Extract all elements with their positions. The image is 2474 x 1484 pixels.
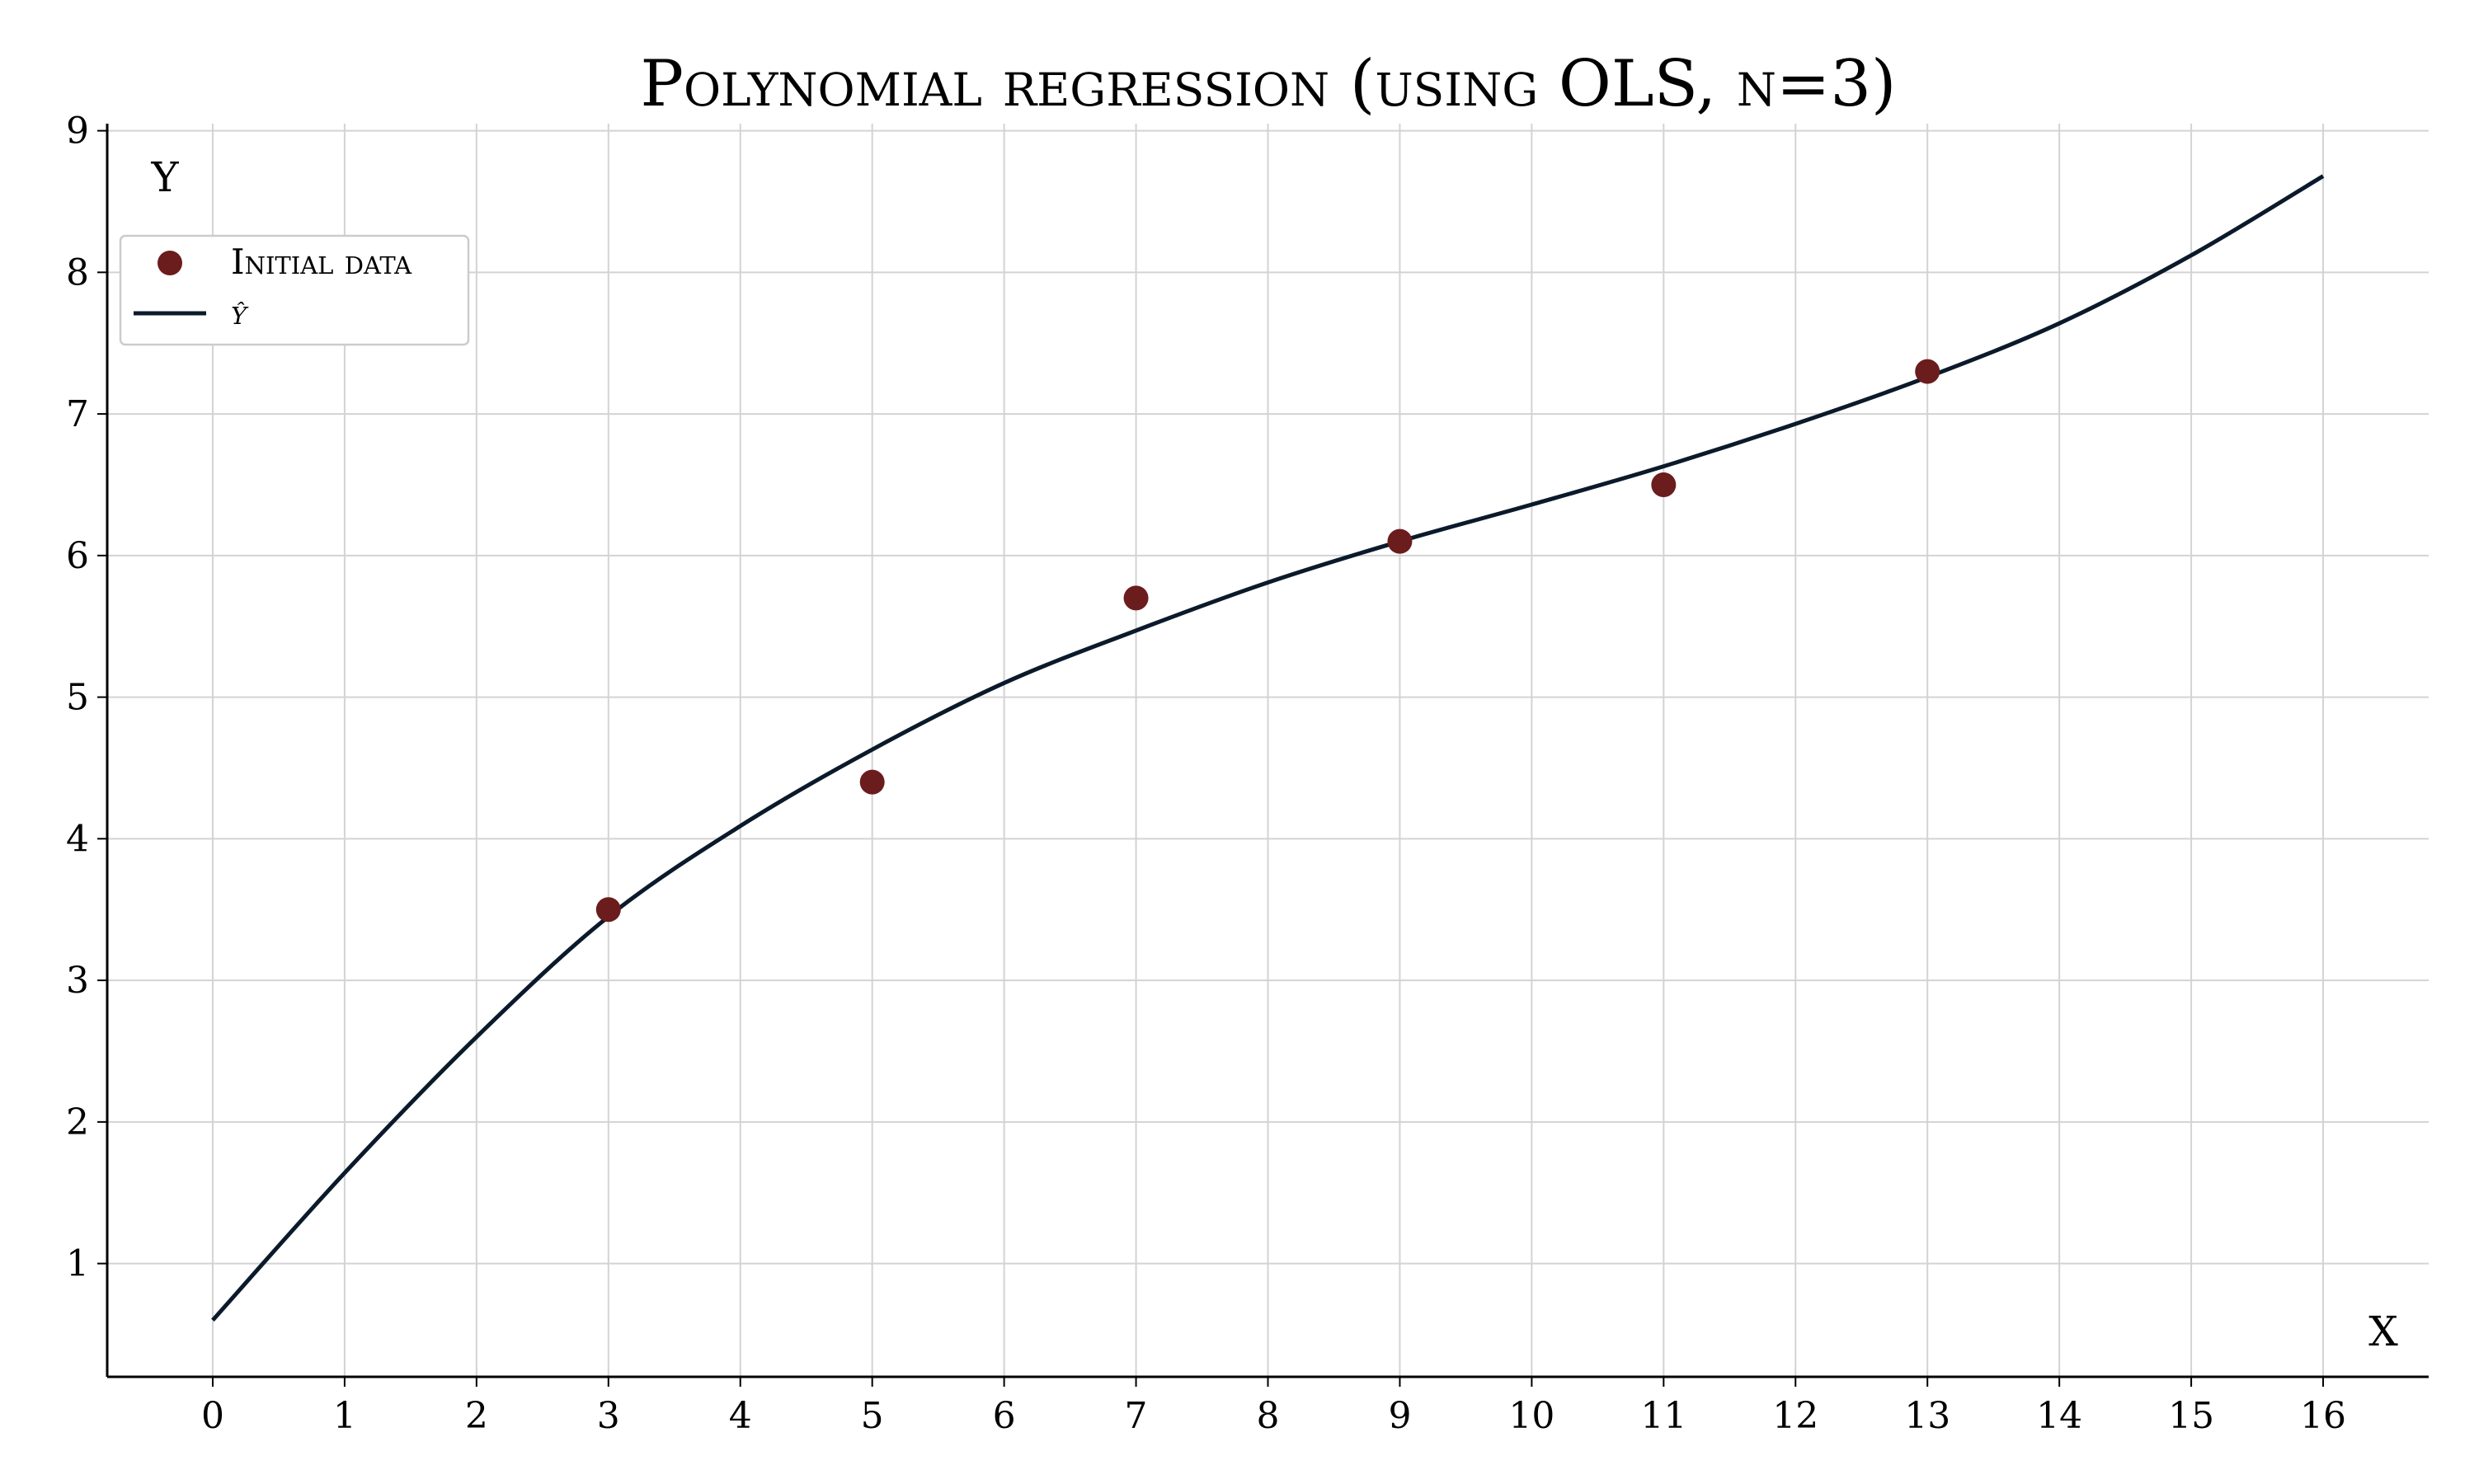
x-tick-label: 1: [333, 1395, 356, 1437]
x-tick-label: 8: [1257, 1395, 1280, 1437]
x-tick-label: 6: [993, 1395, 1016, 1437]
legend-label-initial-data: Initial data: [231, 242, 412, 282]
x-tick-label: 11: [1640, 1395, 1686, 1437]
y-axis-label: Y: [150, 153, 179, 201]
y-tick-label: 8: [66, 251, 89, 294]
grid: [107, 124, 2429, 1377]
x-tick-label: 4: [729, 1395, 752, 1437]
x-tick-label: 14: [2036, 1395, 2082, 1437]
y-tick-label: 2: [66, 1101, 89, 1144]
legend-label-fit-line: ŷ: [231, 292, 249, 332]
chart-title: Polynomial regression (using OLS, n=3): [641, 47, 1897, 121]
x-tick-label: 0: [201, 1395, 224, 1437]
data-point: [1915, 359, 1940, 384]
y-tick-label: 5: [66, 677, 89, 719]
x-tick-label: 2: [465, 1395, 488, 1437]
y-tick-label: 7: [66, 393, 89, 435]
y-tick-label: 4: [66, 818, 89, 860]
y-tick-label: 1: [66, 1243, 89, 1285]
fitted-curve-line: [211, 174, 2325, 1322]
legend: Initial data ŷ: [119, 234, 470, 346]
x-tick-label: 9: [1388, 1395, 1411, 1437]
legend-frame: [119, 234, 470, 346]
x-tick-label: 3: [597, 1395, 620, 1437]
data-point: [1123, 585, 1149, 611]
data-point: [1651, 472, 1677, 497]
data-point: [1387, 528, 1413, 554]
x-tick-label: 15: [2168, 1395, 2214, 1437]
y-tick-label: 6: [66, 535, 89, 577]
y-tick-label: 9: [66, 110, 89, 153]
x-tick-label: 7: [1125, 1395, 1148, 1437]
x-tick-label: 16: [2300, 1395, 2346, 1437]
x-tick-label: 5: [861, 1395, 884, 1437]
x-tick-label: 13: [1904, 1395, 1950, 1437]
data-point: [595, 897, 621, 923]
x-axis-label: X: [2368, 1308, 2398, 1355]
x-tick-label: 12: [1772, 1395, 1818, 1437]
x-tick-label: 10: [1508, 1395, 1554, 1437]
marks: [211, 174, 2325, 1322]
data-point: [859, 769, 885, 795]
y-tick-label: 3: [66, 960, 89, 1002]
legend-marker-initial-data: [158, 251, 182, 275]
